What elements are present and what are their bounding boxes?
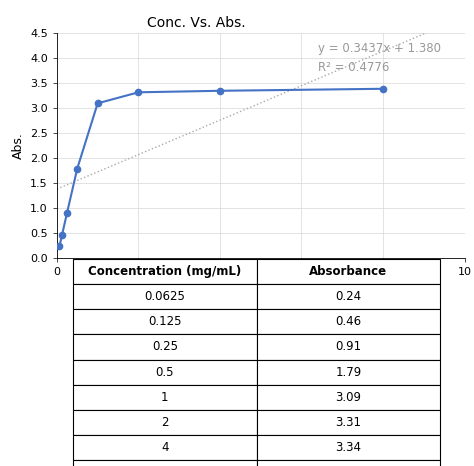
- Y-axis label: Abs.: Abs.: [11, 132, 25, 159]
- Text: Conc. Vs. Abs.: Conc. Vs. Abs.: [146, 16, 245, 30]
- Text: R² = 0.4776: R² = 0.4776: [318, 61, 389, 74]
- X-axis label: Conc.: Conc.: [243, 283, 278, 296]
- Text: y = 0.3437x + 1.380: y = 0.3437x + 1.380: [318, 42, 440, 55]
